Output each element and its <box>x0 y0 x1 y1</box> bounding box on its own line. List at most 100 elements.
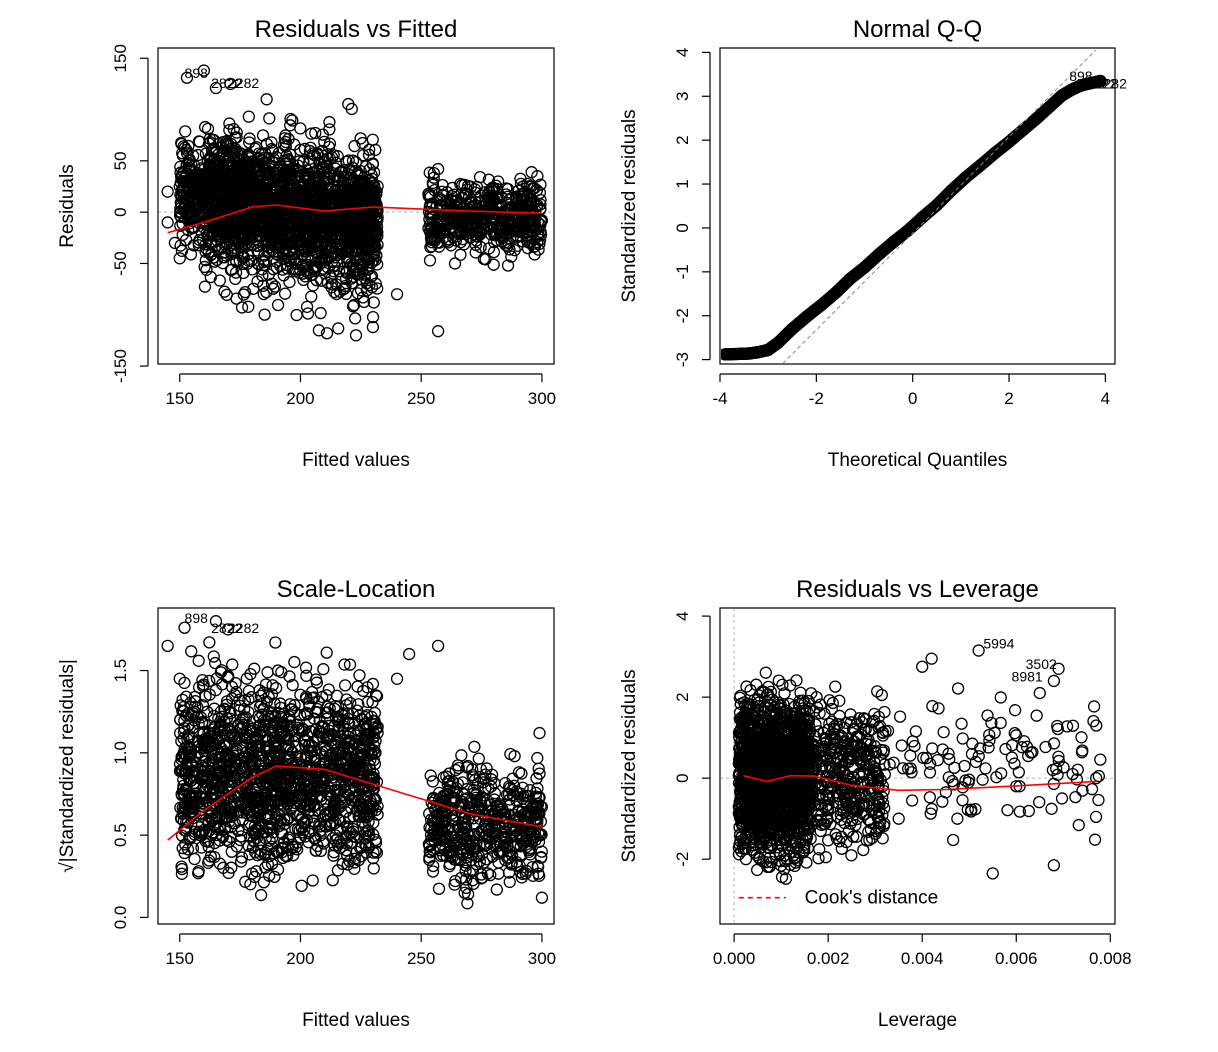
data-point <box>359 837 372 851</box>
data-point <box>317 234 331 248</box>
data-point <box>214 666 228 679</box>
data-point <box>300 669 313 682</box>
data-point <box>184 162 197 175</box>
data-point <box>247 215 260 228</box>
y-tick-label: 1 <box>673 179 692 188</box>
data-point <box>283 275 296 289</box>
data-point <box>269 681 283 695</box>
data-point <box>208 702 221 715</box>
data-point <box>230 685 243 699</box>
data-point <box>356 184 370 198</box>
data-point <box>279 739 293 752</box>
data-point <box>176 764 189 777</box>
data-point <box>185 708 198 722</box>
data-point <box>322 683 335 696</box>
data-point <box>284 119 297 132</box>
data-point <box>286 745 299 759</box>
data-point <box>366 320 380 334</box>
data-point <box>188 705 201 718</box>
data-point <box>314 844 328 858</box>
data-point <box>231 216 244 229</box>
data-point <box>185 179 199 192</box>
data-point <box>187 707 200 720</box>
data-point <box>195 818 209 831</box>
data-point <box>289 262 302 276</box>
x-tick-label: 4 <box>1101 389 1110 408</box>
data-point <box>200 263 213 276</box>
data-point <box>1055 89 1069 102</box>
data-point <box>340 264 353 278</box>
data-point <box>229 272 242 285</box>
data-point <box>288 771 301 784</box>
data-point <box>283 670 296 683</box>
data-point <box>219 770 233 784</box>
data-point <box>325 816 339 830</box>
data-point <box>208 836 221 850</box>
data-point <box>265 277 279 290</box>
data-point <box>272 213 286 226</box>
data-point <box>250 164 264 177</box>
data-point <box>290 308 303 322</box>
data-point <box>252 246 265 259</box>
data-point <box>309 126 322 140</box>
data-point <box>360 846 373 859</box>
chart-panel-2: Normal Q-Q-4 -2 0 2 4-3-2-101234Theoretical … <box>619 16 1127 471</box>
data-point <box>367 714 380 727</box>
data-point <box>266 726 279 739</box>
data-point <box>364 728 377 741</box>
data-point <box>505 250 518 263</box>
data-point <box>215 178 229 191</box>
data-point <box>254 718 267 732</box>
data-point <box>215 747 228 760</box>
data-point <box>213 857 227 870</box>
data-point <box>534 198 547 211</box>
data-point <box>313 156 327 169</box>
data-point <box>198 171 211 184</box>
data-point <box>313 714 326 728</box>
data-point <box>517 226 530 239</box>
data-point <box>242 110 255 123</box>
data-point <box>177 746 190 760</box>
data-point <box>275 768 288 782</box>
data-point <box>216 257 229 270</box>
data-point <box>338 658 351 671</box>
data-point <box>271 169 284 182</box>
data-point <box>238 775 252 788</box>
data-point <box>342 707 355 720</box>
x-tick-label: 200 <box>286 389 314 408</box>
data-point <box>238 232 251 245</box>
data-point <box>223 705 236 718</box>
data-point <box>254 844 268 857</box>
data-point <box>742 347 756 360</box>
data-point <box>1094 74 1107 88</box>
data-point <box>207 709 221 723</box>
data-point <box>300 300 314 313</box>
data-point <box>336 214 349 227</box>
data-point <box>360 229 373 242</box>
data-point <box>515 193 529 206</box>
data-point <box>517 188 530 201</box>
data-point <box>258 308 271 321</box>
data-point <box>241 719 254 732</box>
data-point <box>299 752 313 765</box>
data-point <box>259 147 272 160</box>
data-point <box>177 140 190 153</box>
data-point <box>227 122 240 136</box>
data-point <box>349 329 363 342</box>
data-point <box>318 739 331 753</box>
data-point <box>182 766 195 779</box>
data-point <box>307 815 321 828</box>
data-point <box>357 149 370 162</box>
data-point <box>269 717 282 731</box>
data-point <box>201 122 215 136</box>
data-point <box>431 162 445 176</box>
data-point <box>514 172 527 185</box>
data-point <box>289 758 303 771</box>
x-tick-label: 2 <box>1004 389 1013 408</box>
data-point <box>294 122 307 135</box>
data-point <box>250 740 263 753</box>
data-point <box>469 246 482 259</box>
data-point <box>263 718 276 731</box>
data-point <box>219 190 232 203</box>
data-point <box>390 288 404 301</box>
